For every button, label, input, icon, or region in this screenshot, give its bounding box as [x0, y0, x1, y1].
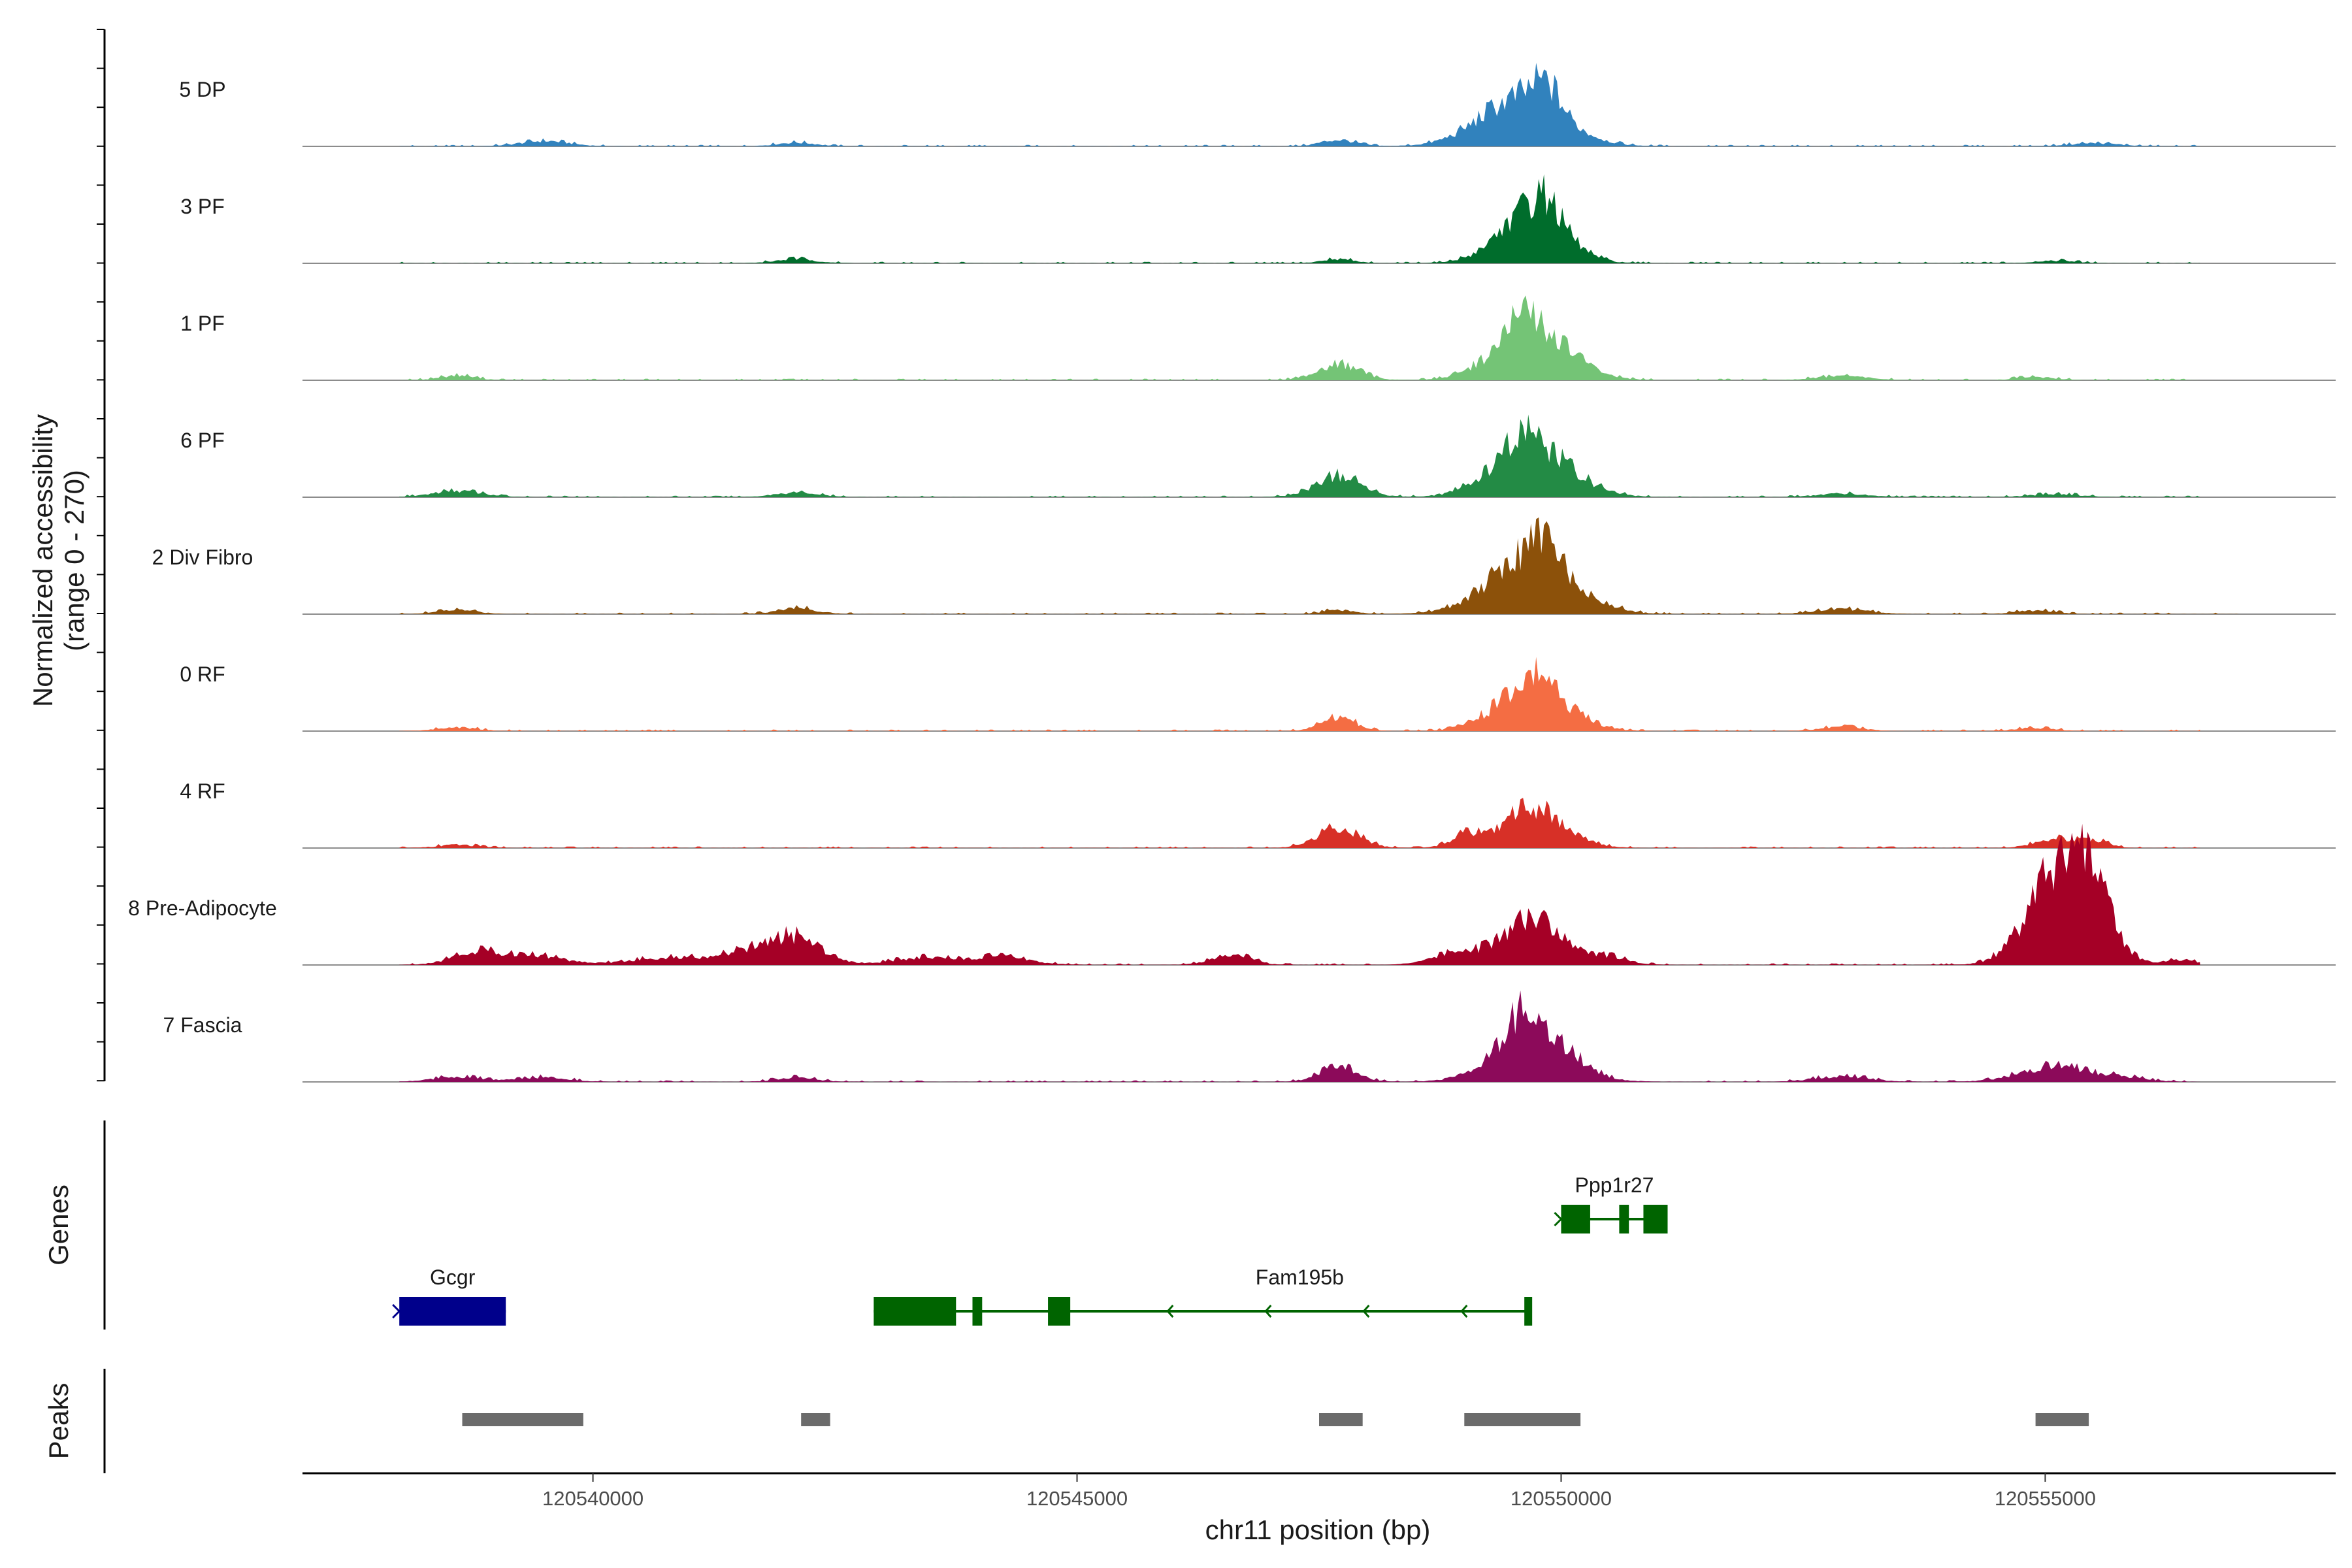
strand-arrow [1460, 1305, 1468, 1318]
track-label: 2 Div Fibro [152, 546, 253, 569]
gene-exon [874, 1297, 956, 1326]
gene-model: Fam195b [874, 1266, 1533, 1326]
gene-models: Gcgr Fam195b Ppp1r27 [392, 1173, 1668, 1326]
coverage-area [399, 657, 2200, 731]
peak-regions [462, 1413, 2089, 1426]
gene-name: Gcgr [430, 1266, 476, 1289]
gene-exon [1524, 1297, 1533, 1326]
peak-region-bar [462, 1413, 583, 1426]
peaks-axis-title: Peaks [43, 1383, 74, 1460]
coverage-area [399, 414, 2200, 497]
coverage-track: 2 Div Fibro [152, 517, 2336, 615]
strand-arrow [392, 1303, 401, 1319]
coverage-track: 4 RF [180, 779, 2336, 849]
coverage-area [399, 824, 2200, 965]
peak-region-bar [801, 1413, 830, 1426]
x-axis: 120540000 120545000 120550000 120555000 chr… [302, 1472, 2336, 1545]
peaks-panel: Peaks [43, 1369, 2089, 1473]
coverage-y-axis-title: Normalized accessibility [27, 414, 58, 707]
coverage-area [399, 295, 2200, 380]
gene-exon [972, 1297, 983, 1326]
coverage-tracks: 5 DP 3 PF 1 PF 6 PF 2 Div Fibro 0 RF 4 RF 8 Pre… [128, 63, 2336, 1083]
peak-region-bar [1464, 1413, 1581, 1426]
track-label: 5 DP [179, 78, 225, 101]
coverage-track: 3 PF [180, 174, 2336, 264]
coverage-track: 5 DP [179, 63, 2336, 147]
x-ticks: 120540000 120545000 120550000 120555000 [542, 1473, 2096, 1510]
track-label: 6 PF [180, 429, 225, 452]
coverage-track: 6 PF [180, 414, 2336, 498]
coverage-y-axis-range: (range 0 - 270) [59, 470, 90, 651]
x-tick-label: 120555000 [1995, 1487, 2096, 1510]
gene-exon [1643, 1205, 1668, 1233]
coverage-area [399, 990, 2200, 1082]
gene-exon [1619, 1205, 1629, 1233]
strand-arrow [1554, 1211, 1563, 1227]
coverage-track: 7 Fascia [163, 990, 2336, 1083]
coverage-panel: Normalized accessibility (range 0 - 270)… [27, 29, 2336, 1083]
peak-region-bar [2035, 1413, 2089, 1426]
track-label: 0 RF [180, 662, 225, 686]
coverage-track: 0 RF [180, 657, 2336, 732]
coverage-area [399, 174, 2200, 263]
gene-exon [1048, 1297, 1071, 1326]
strand-arrow [1264, 1305, 1272, 1318]
coverage-area [399, 517, 2239, 614]
x-tick-label: 120540000 [542, 1487, 644, 1510]
gene-exon [1561, 1205, 1590, 1233]
gene-model: Ppp1r27 [1554, 1173, 1668, 1233]
track-label: 1 PF [180, 312, 225, 335]
x-tick-label: 120545000 [1026, 1487, 1128, 1510]
coverage-area [399, 63, 2200, 146]
x-tick-label: 120550000 [1511, 1487, 1612, 1510]
coverage-area [399, 798, 2200, 848]
coverage-y-ticks [97, 29, 105, 1082]
coverage-track: 8 Pre-Adipocyte [128, 824, 2336, 966]
gene-exon [399, 1297, 506, 1326]
genes-panel: Genes Gcgr Fam195b Ppp1r27 [43, 1120, 1668, 1330]
strand-arrow [1362, 1305, 1370, 1318]
track-label: 3 PF [180, 195, 225, 218]
genes-axis-title: Genes [43, 1184, 74, 1266]
strand-arrow [1166, 1305, 1174, 1318]
gene-name: Fam195b [1256, 1266, 1344, 1289]
track-label: 4 RF [180, 779, 225, 803]
gene-name: Ppp1r27 [1575, 1173, 1654, 1197]
x-axis-title: chr11 position (bp) [1205, 1514, 1431, 1545]
track-label: 7 Fascia [163, 1013, 242, 1037]
coverage-track: 1 PF [180, 295, 2336, 381]
peak-region-bar [1319, 1413, 1363, 1426]
track-label: 8 Pre-Adipocyte [128, 896, 277, 920]
gene-model: Gcgr [392, 1266, 506, 1326]
